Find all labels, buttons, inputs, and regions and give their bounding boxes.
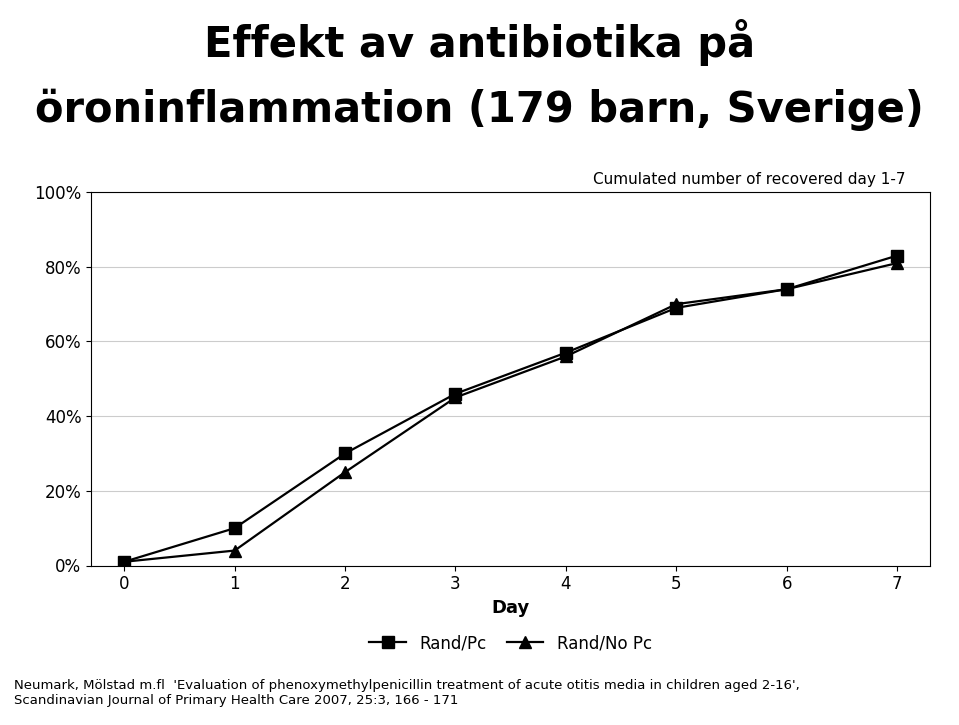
Text: Neumark, Mölstad m.fl  'Evaluation of phenoxymethylpenicillin treatment of acute: Neumark, Mölstad m.fl 'Evaluation of phe… bbox=[14, 679, 800, 707]
Rand/No Pc bbox=[119, 558, 130, 566]
Rand/No Pc bbox=[891, 259, 902, 268]
Rand/Pc bbox=[560, 348, 572, 357]
Rand/Pc bbox=[339, 450, 351, 458]
Rand/Pc bbox=[229, 523, 241, 532]
Rand/No Pc bbox=[560, 352, 572, 361]
Text: Effekt av antibiotika på: Effekt av antibiotika på bbox=[204, 19, 755, 66]
Rand/No Pc bbox=[450, 393, 461, 402]
Text: Cumulated number of recovered day 1-7: Cumulated number of recovered day 1-7 bbox=[593, 172, 905, 187]
Rand/Pc bbox=[450, 389, 461, 398]
Rand/No Pc bbox=[670, 300, 682, 309]
Line: Rand/No Pc: Rand/No Pc bbox=[119, 257, 902, 568]
Rand/No Pc bbox=[781, 285, 792, 294]
Rand/Pc bbox=[891, 252, 902, 260]
Legend: Rand/Pc, Rand/No Pc: Rand/Pc, Rand/No Pc bbox=[363, 628, 659, 659]
Text: öroninflammation (179 barn, Sverige): öroninflammation (179 barn, Sverige) bbox=[35, 89, 924, 131]
Rand/Pc bbox=[119, 558, 130, 566]
Rand/No Pc bbox=[339, 468, 351, 476]
Rand/Pc bbox=[781, 285, 792, 294]
Line: Rand/Pc: Rand/Pc bbox=[119, 250, 902, 568]
Rand/Pc bbox=[670, 304, 682, 312]
Rand/No Pc bbox=[229, 546, 241, 555]
X-axis label: Day: Day bbox=[492, 599, 529, 617]
